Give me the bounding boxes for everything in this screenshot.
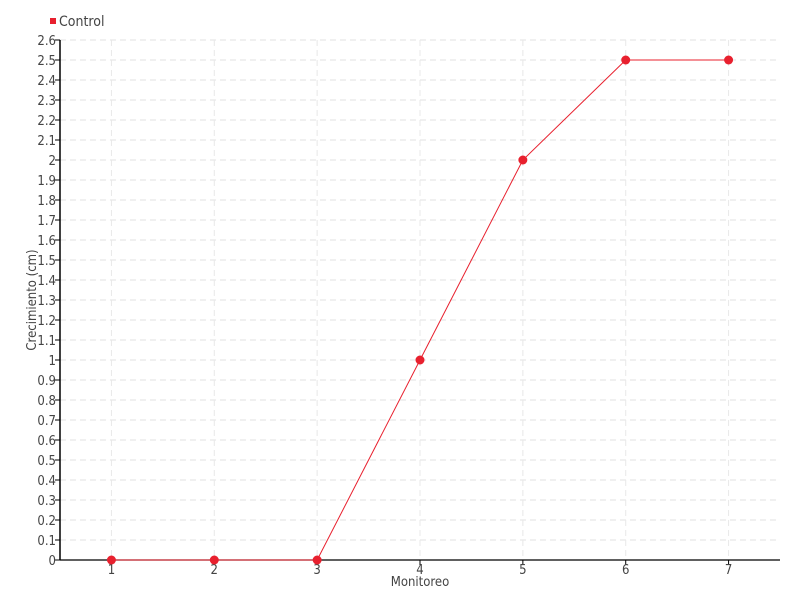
y-tick-label: 1 <box>49 354 56 369</box>
legend-label: Control <box>59 14 105 30</box>
y-tick-label: 2.2 <box>37 114 56 129</box>
y-tick-label: 2.6 <box>37 34 56 49</box>
data-point <box>209 555 219 565</box>
y-tick-label: 0.6 <box>37 434 56 449</box>
y-tick-label: 1.4 <box>37 274 56 289</box>
x-tick-label: 4 <box>416 563 423 578</box>
y-tick-label: 1.3 <box>37 294 56 309</box>
y-tick-label: 2 <box>49 154 56 169</box>
legend-marker <box>50 18 56 24</box>
x-axis-label: Monitoreo <box>391 575 450 590</box>
y-tick-label: 0.1 <box>37 534 56 549</box>
y-tick-label: 1.2 <box>37 314 56 329</box>
y-tick-label: 1.9 <box>37 174 56 189</box>
y-tick-label: 1.5 <box>37 254 56 269</box>
y-tick-label: 1.6 <box>37 234 56 249</box>
data-point <box>312 555 322 565</box>
y-tick-label: 1.8 <box>37 194 56 209</box>
y-tick-label: 2.1 <box>37 134 56 149</box>
y-tick-label: 0.7 <box>37 414 56 429</box>
y-tick-label: 2.3 <box>37 94 56 109</box>
data-point <box>106 555 116 565</box>
data-point <box>415 355 425 365</box>
y-tick-label: 0 <box>49 554 56 569</box>
y-tick-label: 2.5 <box>37 54 56 69</box>
x-tick-label: 1 <box>108 563 115 578</box>
y-tick-label: 1.7 <box>37 214 56 229</box>
data-point <box>621 55 631 65</box>
y-tick-label: 0.5 <box>37 454 56 469</box>
y-tick-label: 0.4 <box>37 474 56 489</box>
x-tick-label: 5 <box>519 563 526 578</box>
x-tick-label: 6 <box>622 563 629 578</box>
data-point <box>518 155 528 165</box>
data-point <box>724 55 734 65</box>
y-tick-label: 2.4 <box>37 74 56 89</box>
y-tick-label: 1.1 <box>37 334 56 349</box>
x-tick-label: 2 <box>211 563 218 578</box>
y-tick-label: 0.9 <box>37 374 56 389</box>
y-tick-label: 0.2 <box>37 514 56 529</box>
y-tick-label: 0.8 <box>37 394 56 409</box>
y-axis-label: Crecimiento (cm) <box>25 249 40 350</box>
x-tick-label: 7 <box>725 563 732 578</box>
y-tick-label: 0.3 <box>37 494 56 509</box>
x-tick-label: 3 <box>313 563 320 578</box>
